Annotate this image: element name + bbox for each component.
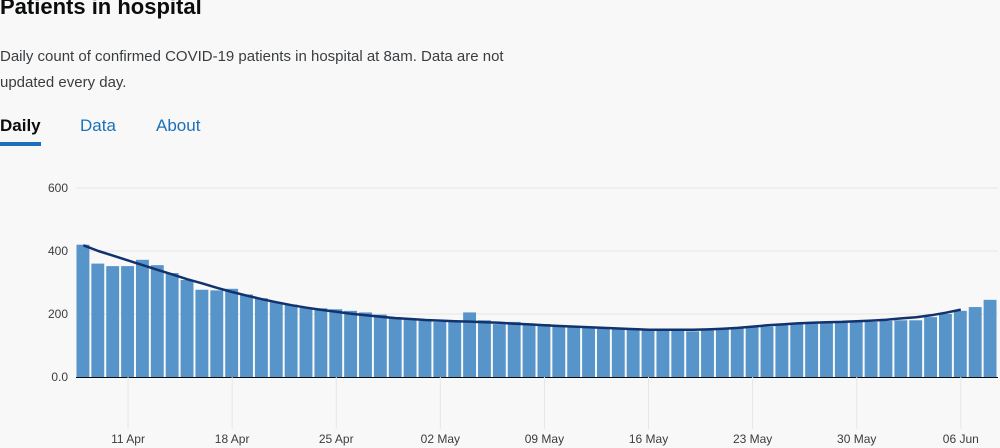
bar [180, 279, 194, 377]
x-tick-label: 09 May [525, 432, 564, 446]
bar [552, 325, 566, 377]
bar [701, 329, 714, 377]
bar [641, 329, 655, 377]
bar [507, 321, 521, 377]
bar [76, 244, 90, 377]
bar [537, 324, 551, 377]
page-title: Patients in hospital [0, 0, 202, 19]
bar [284, 304, 298, 377]
bar [150, 265, 164, 377]
bar [91, 263, 105, 377]
bar [433, 321, 447, 377]
bar [909, 320, 923, 377]
x-tick-label: 02 May [421, 432, 460, 446]
bar [135, 259, 149, 377]
bar [983, 299, 997, 377]
bar [106, 266, 120, 377]
bar [864, 321, 878, 377]
bar [344, 310, 358, 377]
bar [715, 328, 729, 377]
y-tick-label: 0.0 [51, 370, 68, 384]
bar [626, 329, 640, 377]
bar [403, 318, 417, 377]
bar [121, 266, 134, 377]
y-tick-label: 600 [48, 181, 68, 195]
bar [567, 325, 581, 377]
x-tick-label: 11 Apr [111, 432, 145, 446]
bar [968, 307, 982, 377]
bar [448, 320, 462, 377]
rolling-average-line-group [82, 244, 962, 332]
bar-series [76, 244, 997, 377]
bar [611, 328, 625, 377]
bar [596, 328, 610, 377]
bar [210, 290, 224, 377]
bar [686, 331, 700, 377]
bar [790, 322, 804, 377]
bar [924, 317, 938, 377]
bar [165, 273, 179, 377]
bar [730, 328, 744, 377]
bar [849, 321, 863, 377]
x-tick-label: 16 May [629, 432, 668, 446]
bar [775, 325, 789, 377]
bar [240, 294, 253, 377]
bar [760, 326, 774, 377]
bar [314, 308, 328, 377]
bar [745, 327, 759, 377]
page-description: Daily count of confirmed COVID-19 patien… [0, 48, 504, 91]
x-tick-label: 18 Apr [215, 432, 250, 446]
bar [582, 327, 595, 377]
bar [359, 312, 372, 377]
x-tick-label: 25 Apr [319, 432, 354, 446]
y-tick-label: 200 [48, 307, 68, 321]
bar [269, 302, 283, 377]
bar [478, 320, 491, 377]
tab-about[interactable]: About [156, 116, 201, 135]
bar [671, 330, 685, 377]
x-tick-label: 30 May [837, 432, 876, 446]
bar [953, 310, 967, 377]
bar [894, 320, 908, 377]
bar [834, 321, 848, 377]
x-tick-label: 06 Jun [943, 432, 979, 446]
bar [879, 320, 893, 377]
hospital-patients-chart: 0.0 200 400 600 11 Apr 18 Apr 25 Apr 02 May 09 … [48, 181, 998, 446]
rolling-average-line [82, 244, 962, 332]
bar [939, 314, 952, 377]
tab-data[interactable]: Data [80, 116, 116, 135]
bar [195, 289, 209, 377]
tab-daily[interactable]: Daily [0, 116, 41, 146]
y-axis-ticks: 0.0 200 400 600 [48, 181, 68, 384]
y-tick-label: 400 [48, 244, 68, 258]
bar [492, 324, 506, 377]
bar [225, 288, 239, 377]
x-tick-label: 23 May [733, 432, 772, 446]
bar [418, 320, 432, 377]
x-axis-ticks: 11 Apr 18 Apr 25 Apr 02 May 09 May 16 May 23 M… [111, 377, 979, 446]
bar [299, 307, 313, 377]
bar [373, 314, 387, 377]
bar [656, 329, 670, 377]
bar [805, 322, 819, 377]
bar [463, 312, 477, 377]
bar [388, 317, 402, 377]
bar [522, 323, 536, 377]
bar [820, 322, 833, 377]
bar [254, 298, 268, 377]
bar [329, 309, 343, 377]
